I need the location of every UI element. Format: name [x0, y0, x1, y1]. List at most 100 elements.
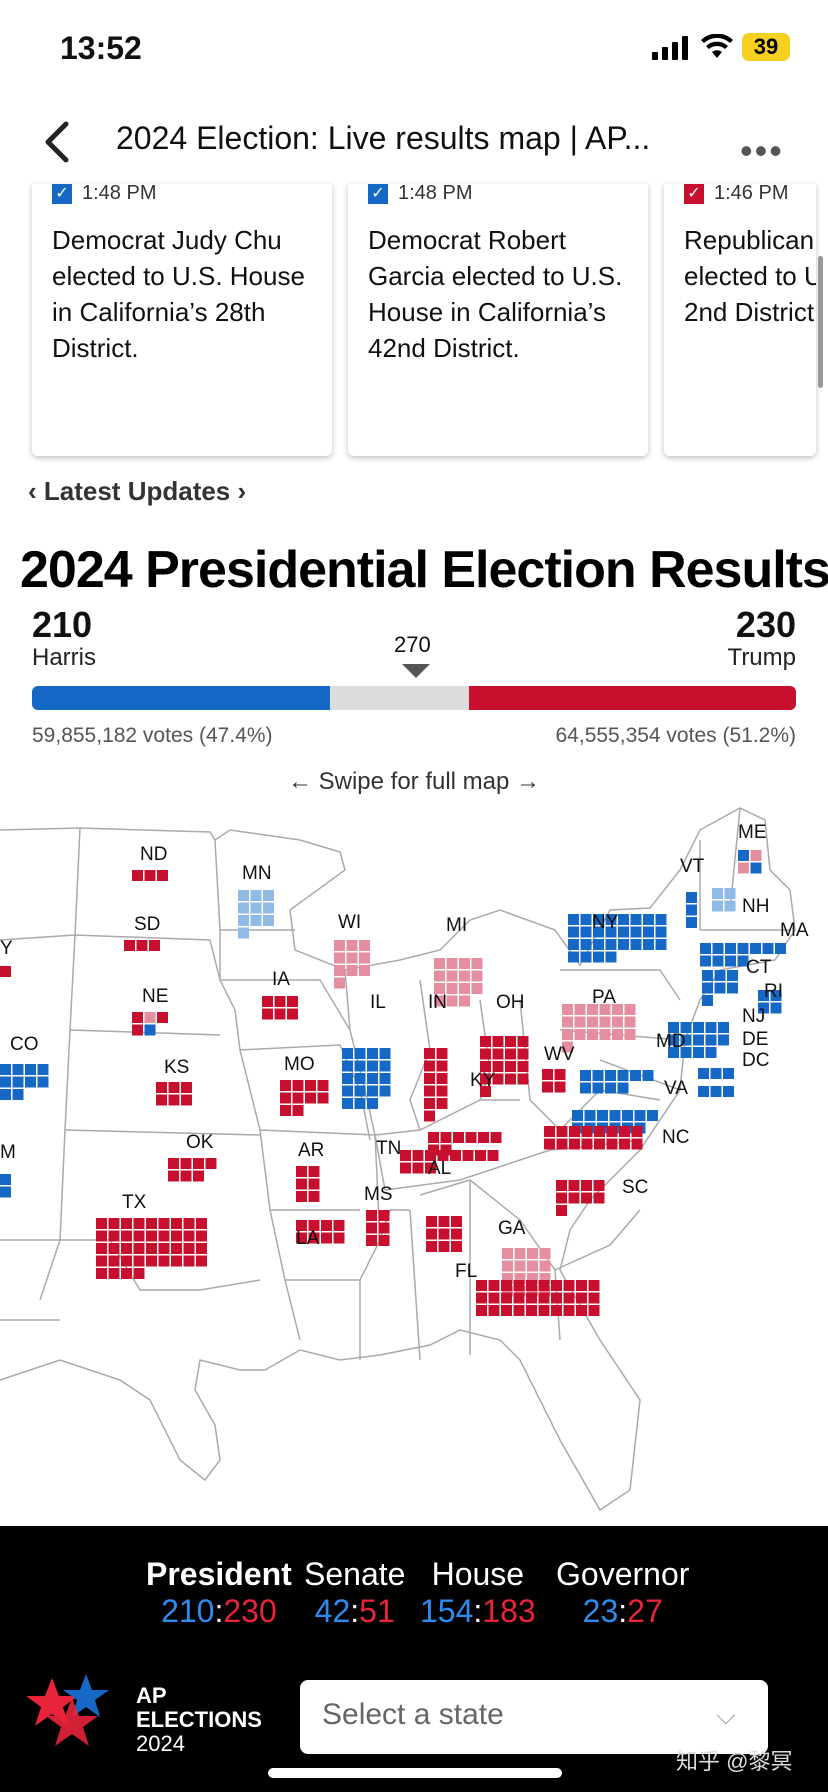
- state-label[interactable]: OH: [496, 992, 525, 1013]
- electoral-vote-square: [96, 1255, 107, 1267]
- state-label[interactable]: KY: [470, 1070, 496, 1091]
- state-label[interactable]: IN: [428, 992, 447, 1013]
- state-label[interactable]: MN: [242, 863, 272, 884]
- electoral-vote-square: [594, 1138, 605, 1150]
- back-chevron-icon[interactable]: [40, 120, 74, 164]
- electoral-vote-square: [367, 1048, 378, 1059]
- state-label[interactable]: MA: [780, 920, 809, 941]
- state-label[interactable]: PA: [592, 987, 616, 1008]
- electoral-vote-square: [710, 1086, 722, 1097]
- electoral-map[interactable]: ND SD NE KS OK TX MN IA MO AR LA WI IL MS MI IN KY TN AL OH…: [0, 800, 828, 1526]
- electoral-vote-square: [488, 1280, 500, 1291]
- state-label[interactable]: DE: [742, 1029, 768, 1050]
- electoral-vote-square: [517, 1073, 529, 1085]
- electoral-vote-square: [0, 1076, 11, 1088]
- electoral-vote-square: [514, 1248, 526, 1259]
- electoral-vote-square: [359, 965, 370, 976]
- electoral-vote-square: [538, 1305, 550, 1316]
- state-label[interactable]: CO: [10, 1034, 39, 1055]
- home-indicator[interactable]: [268, 1768, 562, 1778]
- electoral-vote-square: [193, 1158, 204, 1169]
- chevron-down-icon[interactable]: ⌵: [716, 1700, 736, 1730]
- electoral-vote-square: [158, 1230, 170, 1242]
- state-label[interactable]: AR: [298, 1140, 324, 1161]
- electoral-vote-square: [440, 1132, 452, 1143]
- electoral-vote-square: [426, 1216, 437, 1227]
- state-label[interactable]: ND: [140, 844, 167, 865]
- electoral-vote-square: [502, 1260, 513, 1272]
- state-label[interactable]: KS: [164, 1057, 189, 1078]
- electoral-vote-square: [168, 1082, 180, 1093]
- electoral-vote-square: [492, 1061, 504, 1072]
- scrollbar[interactable]: [818, 256, 823, 388]
- state-label[interactable]: MS: [364, 1184, 393, 1205]
- state-select[interactable]: [300, 1680, 768, 1754]
- race-tab-governor[interactable]: Governor 23:27: [556, 1556, 690, 1629]
- state-label[interactable]: NJ: [742, 1006, 765, 1027]
- state-label[interactable]: IA: [272, 969, 290, 990]
- state-label[interactable]: M: [0, 1142, 16, 1163]
- electoral-vote-square: [144, 1012, 156, 1023]
- electoral-vote-square: [593, 914, 604, 925]
- state-label[interactable]: IL: [370, 992, 386, 1013]
- electoral-vote-square: [605, 1070, 616, 1081]
- state-label[interactable]: CT: [746, 957, 772, 978]
- chevron-left-icon[interactable]: ‹: [28, 476, 44, 506]
- electoral-vote-bar: [32, 686, 796, 710]
- state-label[interactable]: VA: [664, 1078, 688, 1099]
- state-label[interactable]: TX: [122, 1192, 147, 1213]
- state-label[interactable]: MD: [656, 1031, 686, 1052]
- electoral-vote-square: [425, 1150, 436, 1161]
- electoral-vote-square: [280, 1080, 291, 1091]
- electoral-vote-square: [563, 1292, 575, 1304]
- state-label[interactable]: FL: [455, 1261, 477, 1282]
- card-time: 1:48 PM: [398, 184, 473, 204]
- electoral-vote-square: [334, 977, 345, 989]
- state-label[interactable]: ME: [738, 822, 767, 843]
- wifi-icon: [701, 34, 733, 58]
- state-label[interactable]: NC: [662, 1127, 689, 1148]
- state-label[interactable]: MO: [284, 1054, 315, 1075]
- state-label[interactable]: VT: [680, 856, 705, 877]
- electoral-vote-square: [526, 1305, 537, 1316]
- update-card[interactable]: ✓ 1:46 PM Republican Simpson elected to …: [664, 184, 816, 456]
- electoral-vote-square: [37, 1076, 49, 1088]
- electoral-vote-square: [538, 1280, 550, 1291]
- state-label[interactable]: NE: [142, 986, 168, 1007]
- state-labels: ND SD NE KS OK TX MN IA MO AR LA WI IL MS MI IN KY TN AL OH…: [0, 822, 809, 1282]
- state-label[interactable]: RI: [764, 981, 783, 1002]
- electoral-vote-square: [424, 1048, 435, 1059]
- race-tab-house[interactable]: House 154:183: [420, 1556, 536, 1629]
- more-options-icon[interactable]: •••: [740, 130, 784, 171]
- electoral-vote-square: [542, 1069, 553, 1080]
- electoral-vote-square: [612, 1004, 623, 1015]
- electoral-vote-square: [292, 1105, 304, 1116]
- latest-updates-nav[interactable]: ‹ Latest Updates ›: [28, 476, 246, 507]
- state-label[interactable]: GA: [498, 1218, 526, 1239]
- state-label[interactable]: LA: [296, 1228, 320, 1249]
- state-label[interactable]: NH: [742, 896, 769, 917]
- state-label[interactable]: AL: [428, 1158, 451, 1179]
- state-label[interactable]: DC: [742, 1050, 769, 1071]
- state-label[interactable]: SC: [622, 1177, 648, 1198]
- update-card[interactable]: ✓ 1:48 PM Democrat Robert Garcia elected…: [348, 184, 648, 456]
- electoral-vote-square: [292, 1092, 304, 1104]
- state-label[interactable]: SD: [134, 914, 160, 935]
- electoral-vote-square: [366, 1222, 377, 1234]
- electoral-vote-square: [171, 1243, 182, 1254]
- electoral-vote-square: [471, 983, 483, 994]
- state-label[interactable]: WV: [544, 1044, 575, 1065]
- state-label[interactable]: WI: [338, 912, 361, 933]
- race-tab-senate[interactable]: Senate 42:51: [304, 1556, 406, 1629]
- electoral-vote-square: [438, 1241, 450, 1252]
- race-tab-president[interactable]: President 210:230: [146, 1556, 292, 1629]
- state-select-placeholder: Select a state: [322, 1698, 504, 1731]
- electoral-vote-square: [724, 888, 736, 899]
- update-card[interactable]: ✓ 1:48 PM Democrat Judy Chu elected to U…: [32, 184, 332, 456]
- state-label[interactable]: NY: [592, 912, 619, 933]
- state-label[interactable]: Y: [0, 938, 13, 959]
- state-label[interactable]: OK: [186, 1132, 214, 1153]
- state-label[interactable]: MI: [446, 915, 467, 936]
- state-label[interactable]: TN: [376, 1138, 401, 1159]
- chevron-right-icon[interactable]: ›: [230, 476, 247, 506]
